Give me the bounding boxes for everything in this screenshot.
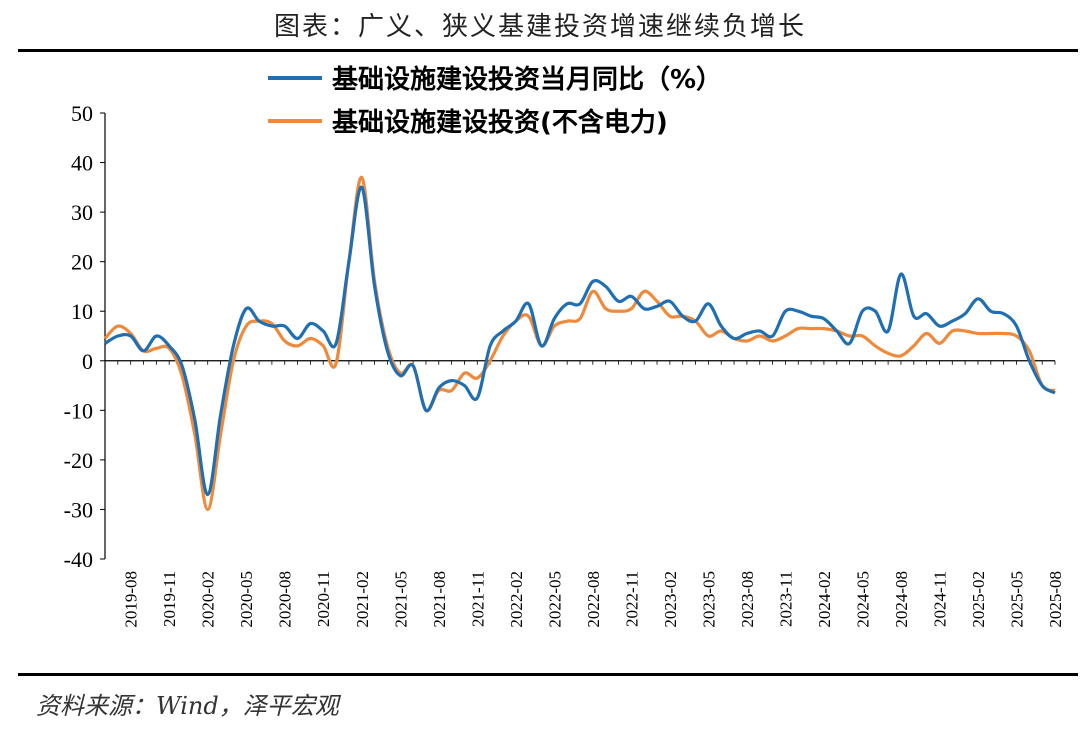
x-tick-label: 2025-08 (1046, 571, 1065, 628)
x-tick-label: 2020-08 (276, 571, 295, 628)
legend: 基础设施建设投资当月同比（%） 基础设施建设投资(不含电力) (268, 64, 722, 138)
y-tick-label: 50 (71, 101, 93, 126)
x-tick-label: 2024-02 (815, 571, 834, 628)
x-tick-label: 2022-05 (545, 571, 564, 628)
x-tick-label: 2025-05 (1007, 571, 1026, 628)
x-tick-label: 2022-08 (584, 571, 603, 628)
x-tick-label: 2019-08 (122, 571, 141, 628)
y-tick-label: 0 (82, 349, 93, 374)
legend-label-series-2: 基础设施建设投资(不含电力) (332, 107, 668, 138)
series-line-1 (104, 185, 1056, 497)
x-tick-label: 2021-02 (353, 571, 372, 628)
y-tick-label: 30 (71, 200, 93, 225)
series-lines (103, 175, 1056, 511)
y-tick-label: 20 (71, 250, 93, 275)
source-note: 资料来源：Wind，泽平宏观 (36, 692, 339, 720)
x-axis: 2019-08 2019-11 2020-02 2020-05 2020-08 2020-… (104, 360, 1065, 628)
x-tick-label: 2023-05 (699, 571, 718, 628)
y-tick-label: -10 (64, 398, 93, 423)
bottom-rule (18, 673, 1078, 676)
x-tick-label: 2023-11 (776, 571, 795, 627)
y-tick-label: -40 (64, 547, 93, 572)
y-tick-label: 10 (71, 299, 93, 324)
legend-label-series-1: 基础设施建设投资当月同比（%） (332, 64, 722, 95)
x-tick-label: 2023-02 (661, 571, 680, 628)
x-tick-label: 2021-05 (391, 571, 410, 628)
x-tick-label: 2019-11 (160, 571, 179, 627)
x-tick-label: 2020-02 (199, 571, 218, 628)
x-tick-label: 2020-05 (237, 571, 256, 628)
x-tick-label: 2024-05 (853, 571, 872, 628)
x-tick-label: 2023-08 (738, 571, 757, 628)
x-tick-label: 2024-11 (930, 571, 949, 627)
y-tick-label: 40 (71, 151, 93, 176)
chart-title: 图表：广义、狭义基建投资增速继续负增长 (273, 12, 806, 42)
x-tick-label: 2021-11 (468, 571, 487, 627)
x-tick-label: 2021-08 (430, 571, 449, 628)
x-tick-label: 2022-11 (622, 571, 641, 627)
x-tick-label: 2020-11 (314, 571, 333, 627)
y-tick-label: -30 (64, 497, 93, 522)
series-line-2 (103, 175, 1056, 511)
y-tick-label: -20 (64, 448, 93, 473)
x-tick-label: 2025-02 (969, 571, 988, 628)
line-chart: 基础设施建设投资当月同比（%） 基础设施建设投资(不含电力) 504030201… (64, 64, 1065, 628)
top-rule (18, 49, 1078, 52)
x-tick-label: 2022-02 (507, 571, 526, 628)
y-axis: 50 40 30 20 10 0 -10 -20 -30 -40 (64, 101, 106, 572)
x-tick-label: 2024-08 (892, 571, 911, 628)
